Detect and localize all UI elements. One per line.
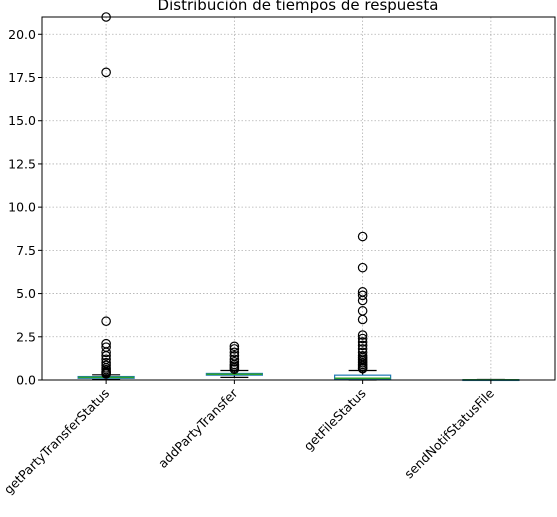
outlier-point	[229, 364, 240, 375]
y-axis: 0.0 2.5 5.0 7.5 10.0 12.5 15.0 17.5 20.0	[8, 27, 42, 388]
outlier-point	[357, 295, 368, 306]
chart-title: Distribución de tiempos de respuesta	[158, 0, 439, 14]
y-tick-label: 17.5	[8, 70, 36, 85]
x-axis: getPartyTransferStatus addPartyTransfer ge…	[1, 380, 497, 497]
outlier-point	[357, 231, 368, 242]
outlier-point	[357, 290, 368, 301]
x-tick-label: getPartyTransferStatus	[1, 386, 113, 498]
outlier-point	[101, 350, 111, 361]
y-tick-label: 15.0	[8, 113, 36, 128]
box-group	[334, 231, 392, 381]
outlier-point	[229, 341, 240, 352]
y-tick-label: 0.0	[16, 373, 36, 388]
box-iqr	[334, 374, 392, 380]
boxes-layer	[77, 12, 520, 382]
outlier-point	[357, 333, 368, 344]
outlier-point	[101, 347, 111, 358]
box-group	[205, 341, 263, 379]
outlier-point	[357, 340, 368, 351]
outlier-point	[357, 314, 368, 325]
x-tick-label: addPartyTransfer	[155, 385, 241, 471]
grid-layer	[42, 17, 555, 381]
outlier-point	[357, 337, 368, 347]
outlier-point	[357, 262, 368, 273]
y-tick-label: 10.0	[8, 200, 36, 215]
outlier-point	[101, 316, 111, 327]
x-tick-label: sendNotifStatusFile	[401, 385, 497, 481]
outlier-point	[101, 67, 111, 78]
plot-frame	[41, 16, 556, 381]
outlier-point	[229, 344, 240, 354]
outlier-point	[357, 363, 368, 374]
y-tick-label: 20.0	[8, 27, 36, 42]
y-tick-label: 5.0	[16, 286, 36, 301]
outlier-point	[101, 369, 111, 379]
y-tick-label: 7.5	[16, 243, 36, 258]
x-tick-label: getFileStatus	[301, 386, 369, 454]
outlier-point	[229, 357, 240, 367]
y-tick-label: 2.5	[16, 329, 36, 344]
outlier-point	[357, 330, 368, 340]
box-group	[77, 12, 135, 381]
y-tick-label: 12.5	[8, 156, 36, 171]
outlier-point	[229, 347, 240, 358]
